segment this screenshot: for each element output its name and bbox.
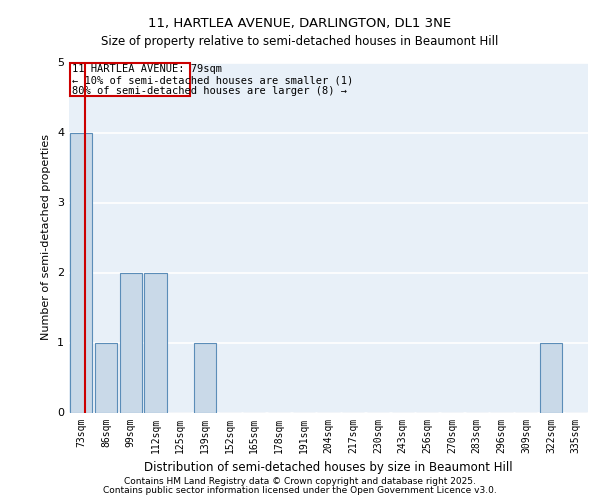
Text: ← 10% of semi-detached houses are smaller (1): ← 10% of semi-detached houses are smalle…: [72, 75, 353, 85]
Bar: [540, 342, 562, 412]
Y-axis label: Number of semi-detached properties: Number of semi-detached properties: [41, 134, 52, 340]
Bar: [194, 342, 216, 412]
Bar: [145, 272, 167, 412]
Text: 11 HARTLEA AVENUE: 79sqm: 11 HARTLEA AVENUE: 79sqm: [72, 64, 222, 74]
Text: 11, HARTLEA AVENUE, DARLINGTON, DL1 3NE: 11, HARTLEA AVENUE, DARLINGTON, DL1 3NE: [148, 18, 452, 30]
Text: Contains HM Land Registry data © Crown copyright and database right 2025.: Contains HM Land Registry data © Crown c…: [124, 477, 476, 486]
Text: Contains public sector information licensed under the Open Government Licence v3: Contains public sector information licen…: [103, 486, 497, 495]
X-axis label: Distribution of semi-detached houses by size in Beaumont Hill: Distribution of semi-detached houses by …: [144, 461, 513, 474]
FancyBboxPatch shape: [70, 62, 190, 96]
Bar: [95, 342, 117, 412]
Bar: [70, 132, 92, 412]
Text: 80% of semi-detached houses are larger (8) →: 80% of semi-detached houses are larger (…: [72, 86, 347, 97]
Bar: [119, 272, 142, 412]
Text: Size of property relative to semi-detached houses in Beaumont Hill: Size of property relative to semi-detach…: [101, 35, 499, 48]
